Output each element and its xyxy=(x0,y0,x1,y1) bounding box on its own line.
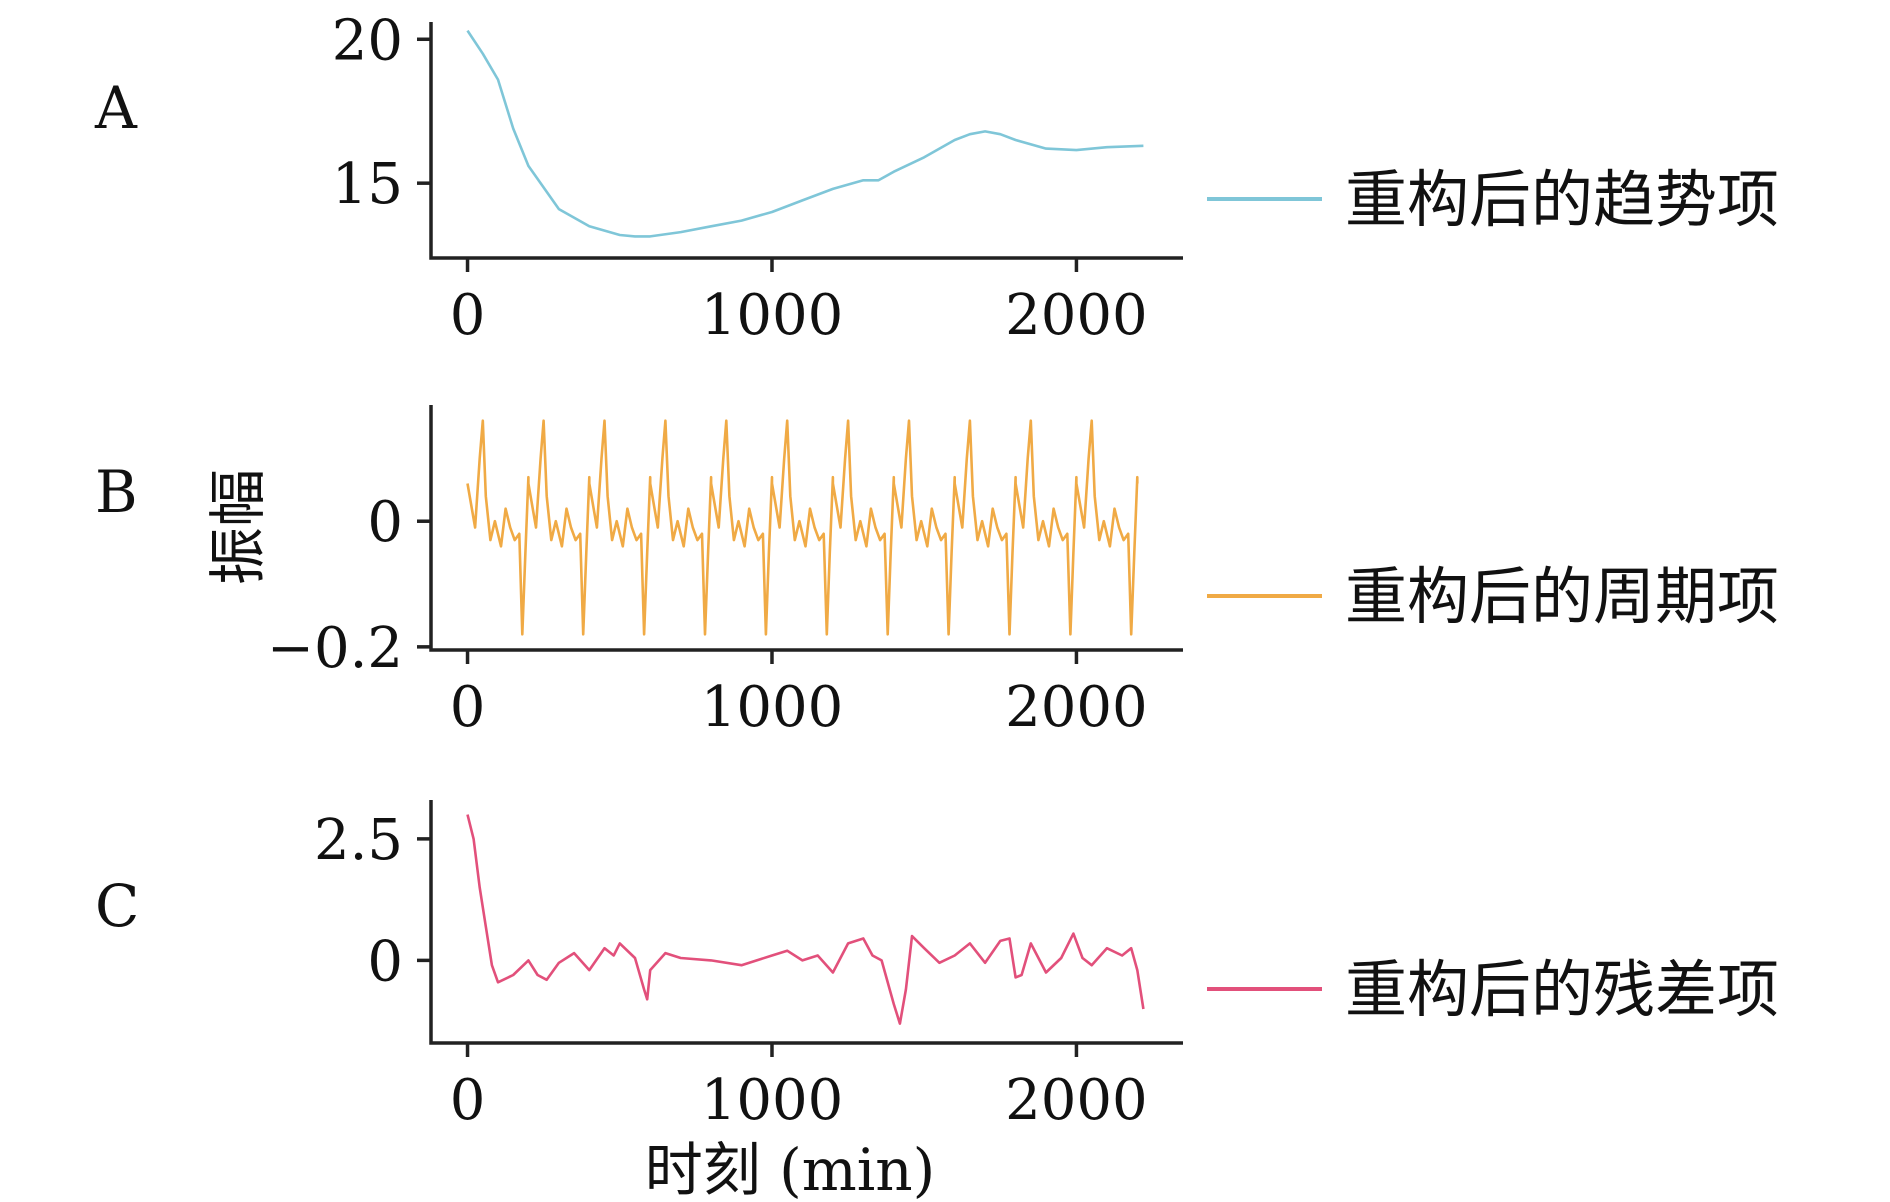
panel-b-line-layer xyxy=(466,419,1139,636)
panel-a-letter: A xyxy=(94,74,138,142)
panel-a-axis-lines xyxy=(429,22,1183,260)
panel-c-axes: C 0 1000 2000 0 2.5 xyxy=(95,800,1183,1133)
panel-b-legend-label: 重构后的周期项 xyxy=(1345,560,1779,633)
panel-b-x-tick-label: 1000 xyxy=(701,675,844,740)
y-axis-label: 振幅 xyxy=(204,469,272,585)
panel-c-y-tick-label: 2.5 xyxy=(314,808,403,873)
panel-b-x-tick-label: 0 xyxy=(450,675,486,740)
panel-c-x-tick-label: 1000 xyxy=(701,1068,844,1133)
x-axis-label: 时刻 (min) xyxy=(645,1136,936,1202)
panel-b-axis-lines xyxy=(429,405,1183,652)
panel-c-x-tick-label: 0 xyxy=(450,1068,486,1133)
panel-a-axes: A 0 1000 2000 15 20 xyxy=(94,8,1183,348)
panel-c-line-layer xyxy=(466,814,1145,1025)
panel-a-line-layer xyxy=(466,29,1144,238)
panel-a-y-tick-label: 20 xyxy=(332,8,403,73)
panel-c-x-tick-label: 2000 xyxy=(1005,1068,1148,1133)
panel-b: B 0 1000 2000 −0.2 0 重构后的周期项 振幅 xyxy=(95,405,1779,740)
panel-b-x-tick-label: 2000 xyxy=(1005,675,1148,740)
panel-a-legend-label: 重构后的趋势项 xyxy=(1345,163,1779,236)
panel-b-y-tick-label: −0.2 xyxy=(267,616,403,681)
panel-a-series-line xyxy=(466,29,1144,238)
panel-c-letter: C xyxy=(95,872,139,940)
panel-c-legend-label: 重构后的残差项 xyxy=(1345,953,1779,1026)
panel-c-y-tick-label: 0 xyxy=(367,929,403,994)
panel-b-axes: B 0 1000 2000 −0.2 0 xyxy=(95,405,1183,740)
panel-b-series-line xyxy=(466,419,1139,636)
panel-a: A 0 1000 2000 15 20 重构后的趋势项 xyxy=(94,8,1779,348)
panel-c-axis-lines xyxy=(429,800,1183,1045)
panel-c: C 0 1000 2000 0 2.5 重构后的残差项 xyxy=(95,800,1779,1133)
panel-b-letter: B xyxy=(95,458,138,526)
panel-a-x-tick-label: 1000 xyxy=(701,283,844,348)
panel-b-y-tick-label: 0 xyxy=(367,490,403,555)
panel-c-series-line xyxy=(466,814,1145,1025)
panel-a-x-tick-label: 2000 xyxy=(1005,283,1148,348)
panel-a-x-tick-label: 0 xyxy=(450,283,486,348)
panel-a-y-tick-label: 15 xyxy=(332,152,403,217)
